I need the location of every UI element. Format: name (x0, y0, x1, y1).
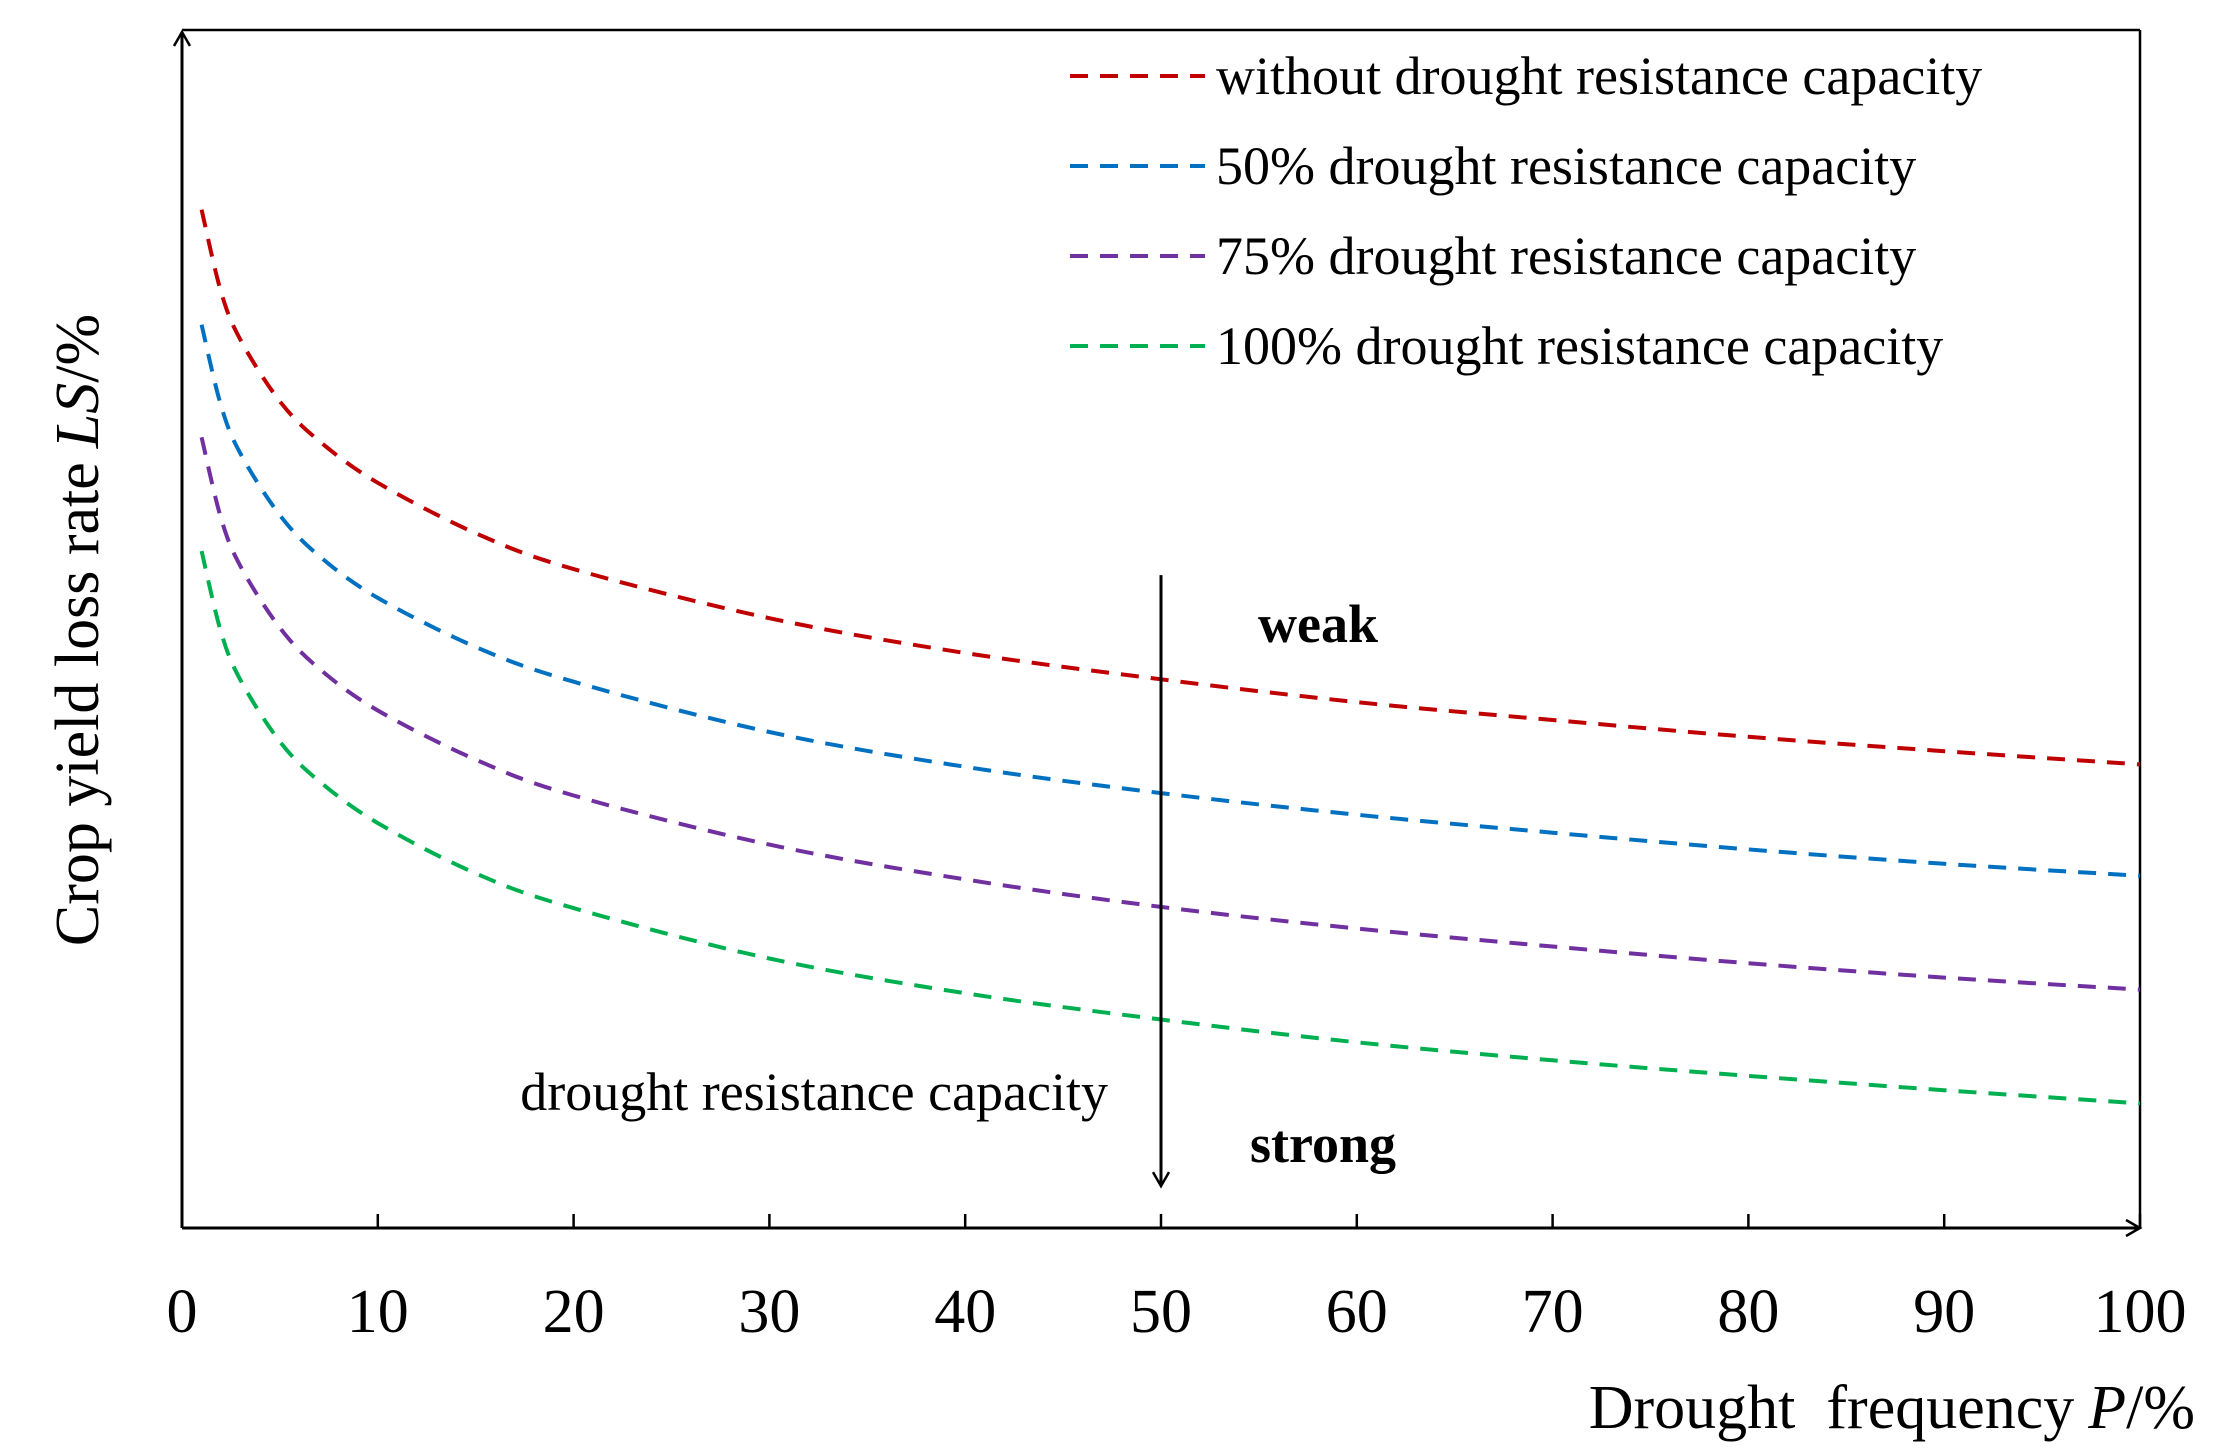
x-tick-labels: 0 10 20 30 40 50 60 70 80 90 100 (167, 1278, 2187, 1346)
x-tick-label-40: 40 (934, 1278, 996, 1346)
annotation-side-label: drought resistance capacity (520, 1062, 1108, 1122)
legend-label-100: 100% drought resistance capacity (1216, 316, 1943, 376)
x-tick-label-20: 20 (543, 1278, 605, 1346)
x-axis-title-var: P (2087, 1374, 2126, 1442)
x-axis-title-unit: /% (2126, 1374, 2195, 1442)
y-axis-title-var: LS (44, 383, 112, 449)
x-tick-label-80: 80 (1717, 1278, 1779, 1346)
series-lines (199, 209, 2141, 1106)
x-tick-label-100: 100 (2094, 1278, 2187, 1346)
legend-label-without: without drought resistance capacity (1216, 46, 1982, 106)
series-line-75 (199, 436, 2141, 992)
x-axis-title-text: Drought frequency (1589, 1374, 2075, 1442)
legend-label-75: 75% drought resistance capacity (1216, 226, 1916, 286)
series-line-without (199, 209, 2141, 767)
y-axis-title-text: Crop yield loss rate (44, 462, 112, 946)
annotation-weak: weak (1258, 594, 1378, 654)
y-axis-title: Crop yield loss rate LS/% (44, 314, 112, 946)
x-tick-label-30: 30 (738, 1278, 800, 1346)
y-axis-title-unit: /% (44, 314, 112, 383)
x-tick-label-50: 50 (1130, 1278, 1192, 1346)
legend-label-50: 50% drought resistance capacity (1216, 136, 1916, 196)
x-tick-label-60: 60 (1326, 1278, 1388, 1346)
legend: without drought resistance capacity 50% … (1070, 46, 1982, 376)
x-tick-label-0: 0 (167, 1278, 198, 1346)
series-line-100 (199, 550, 2141, 1106)
x-tick-label-10: 10 (347, 1278, 409, 1346)
annotation-strong: strong (1250, 1114, 1396, 1174)
x-tick-label-70: 70 (1522, 1278, 1584, 1346)
x-axis-title: Drought frequency P/% (1589, 1374, 2195, 1442)
series-line-50 (199, 324, 2141, 878)
x-tick-label-90: 90 (1913, 1278, 1975, 1346)
x-ticks (376, 1214, 2142, 1228)
